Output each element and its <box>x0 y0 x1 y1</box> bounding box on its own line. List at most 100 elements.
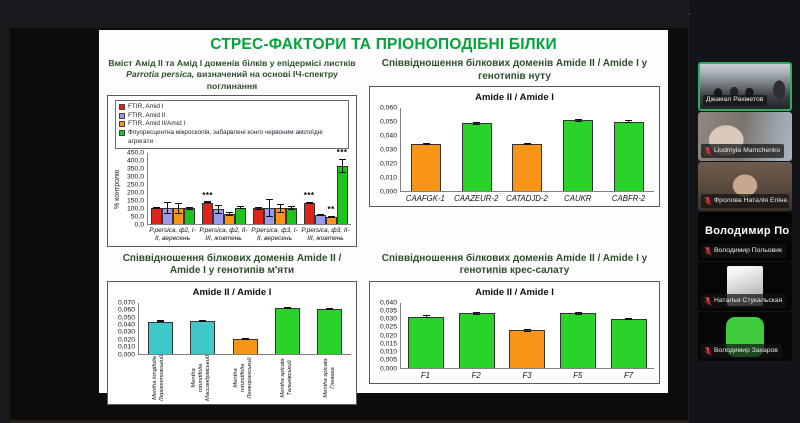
x-axis-labels: CAAFGK-1 CAAZEUR-2 CATADJD-2 CAUKR CABFR-2 <box>375 192 654 203</box>
bar <box>232 303 258 354</box>
plot-area <box>400 302 654 369</box>
error-bar <box>226 211 234 216</box>
bar <box>408 303 445 368</box>
bar <box>274 303 300 354</box>
bar <box>235 153 247 225</box>
bar-group <box>224 303 266 354</box>
error-bar <box>523 329 531 332</box>
x-axis-category-label: P.persica, ф2, І-ІІ, вересень <box>149 227 196 242</box>
panel-title-line1: Вміст Амід II та Амід I доменів білків у… <box>108 58 356 68</box>
bar <box>560 303 597 368</box>
x-axis-category-label: F5 <box>573 370 583 380</box>
participant-tile[interactable]: Liudmyla Mamchenko <box>698 112 792 161</box>
y-axis-ticks: 0,000 0,010 0,020 0,030 0,040 0,050 0,060 <box>379 104 397 196</box>
x-axis-category-label: Mentha rotundifolia Ленкоранський <box>233 357 255 399</box>
participant-tile[interactable]: Фролова Наталія Епіне... <box>698 162 792 211</box>
error-bar <box>265 199 273 218</box>
participant-name-tag: Джамал Рахметов <box>703 95 768 106</box>
error-bar <box>316 213 324 216</box>
participant-tile[interactable]: Наталья Стукальская <box>698 262 792 311</box>
error-bar <box>241 338 249 341</box>
bar <box>317 303 343 354</box>
y-axis-ticks: 0,000 0,010 0,020 0,030 0,040 0,050 0,060 0,070 <box>117 299 135 359</box>
x-axis-category-label: P.persica, ф3, І-ІІ, вересень <box>251 227 298 242</box>
panel-title-cress: Співвідношення білкових доменів Amide II… <box>381 252 648 277</box>
x-axis-category-label: F2 <box>471 370 481 380</box>
bar <box>411 108 442 191</box>
bar <box>151 153 163 225</box>
x-axis-category-label: F3 <box>522 370 532 380</box>
screen-share-bottom-edge <box>10 420 688 423</box>
bar: ** <box>325 153 337 225</box>
bar <box>252 153 264 225</box>
error-bar <box>574 312 582 315</box>
error-bar <box>164 202 172 215</box>
error-bar <box>237 206 245 210</box>
error-bar <box>305 202 313 205</box>
bar <box>263 153 275 225</box>
panel-nut: Співвідношення білкових доменів Amide II… <box>369 58 660 247</box>
plot-area <box>400 108 654 192</box>
chart-inner-title: Amide II / Amide I <box>192 286 272 298</box>
bar <box>610 303 647 368</box>
participant-name: Джамал Рахметов <box>706 96 764 104</box>
x-axis-category-label: Mentha longifolia Лермонтовський <box>152 354 166 402</box>
bar-group <box>148 153 199 225</box>
legend-swatch <box>119 121 125 128</box>
species-name: Parrotia persica, <box>126 69 195 80</box>
x-axis-category-label: Mentha spicata Глеваха <box>322 358 336 398</box>
muted-mic-icon <box>704 146 712 156</box>
muted-mic-icon <box>704 346 712 356</box>
plot-area <box>138 302 351 355</box>
participant-tiles: Джамал Рахметов Liudmyla Mamchenko Фроло… <box>698 62 792 361</box>
panel-parrotia: Вміст Амід II та Амід I доменів білків у… <box>107 58 357 247</box>
bar-group <box>603 303 654 368</box>
bar <box>613 108 644 191</box>
plot-area: *** *** ** *** <box>147 148 351 226</box>
bar-group: *** <box>199 153 250 225</box>
panel-mint: Співвідношення білкових доменів Amide II… <box>107 253 357 405</box>
bar-group <box>502 108 553 191</box>
participant-name-tag: Володимир Захаров <box>701 344 782 358</box>
x-axis-labels: P.persica, ф2, І-ІІ, вересень P.persica, … <box>113 225 351 243</box>
x-axis-category-label: Mentha rotundifolia Массандрівський <box>191 354 212 401</box>
participant-tile[interactable]: Джамал Рахметов <box>698 62 792 111</box>
bar <box>162 153 174 225</box>
bar <box>190 303 216 354</box>
y-axis-ticks: 0,000 0,005 0,010 0,015 0,020 0,025 0,030 0,035… <box>379 299 397 373</box>
chart-panels-grid: Вміст Амід II та Амід I доменів білків у… <box>105 58 662 405</box>
legend-item: FTIR, Amid II <box>119 112 345 121</box>
error-bar <box>287 205 295 211</box>
error-bar <box>175 203 183 214</box>
participant-name: Наталья Стукальская <box>714 296 783 304</box>
bar <box>458 303 495 368</box>
chart-mint: Amide II / Amide I 0,000 0,010 0,020 0,030 0… <box>107 280 357 405</box>
x-axis-category-label: CAAZEUR-2 <box>454 194 499 203</box>
error-bar <box>473 312 481 315</box>
participant-tile[interactable]: Володимир По... Володимир Польовик <box>698 212 792 261</box>
error-bar <box>156 320 164 323</box>
error-bar <box>215 204 223 215</box>
shared-screen-area: СТРЕС-ФАКТОРИ ТА ПРІОНОПОДІБНІ БІЛКИ Вмі… <box>10 28 688 423</box>
error-bar <box>327 215 335 218</box>
bar <box>184 153 196 225</box>
error-bar <box>338 158 346 173</box>
window-titlebar: — ✕ <box>0 0 800 28</box>
bar-group <box>309 303 351 354</box>
bar <box>147 303 173 354</box>
participants-sidebar: Джамал Рахметов Liudmyla Mamchenko Фроло… <box>690 0 800 423</box>
chart-parrotia: FTIR, Amid I FTIR, Amid II FTIR, Amid II/A… <box>107 94 357 247</box>
muted-mic-icon <box>704 246 712 256</box>
bar-group <box>401 303 452 368</box>
bar-group <box>452 108 503 191</box>
participant-tile[interactable]: Володимир Захаров <box>698 312 792 361</box>
error-bar <box>523 142 531 146</box>
panel-title-mint: Співвідношення білкових доменів Amide II… <box>122 252 342 277</box>
participant-name-tag: Фролова Наталія Епіне... <box>701 194 789 208</box>
x-axis-category-label: CATADJD-2 <box>506 194 548 203</box>
legend-swatch <box>119 103 125 110</box>
participant-big-name: Володимир По... <box>705 225 790 237</box>
bar-group <box>452 303 503 368</box>
error-bar <box>574 119 582 122</box>
